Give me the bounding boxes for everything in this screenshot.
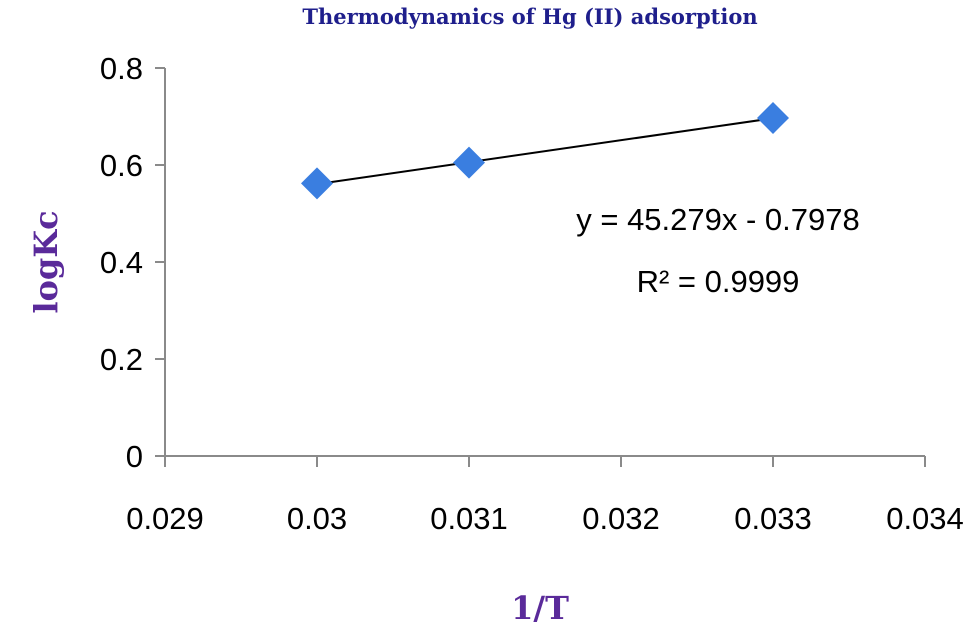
data-point-marker xyxy=(301,167,333,200)
x-axis-ticks: 0.029 0.03 0.031 0.032 0.033 0.034 xyxy=(126,456,964,536)
y-tick-label: 0.2 xyxy=(100,342,143,377)
y-tick-label: 0 xyxy=(126,439,143,474)
y-tick-label: 0.8 xyxy=(100,51,143,86)
x-tick-label: 0.031 xyxy=(430,501,508,536)
x-tick-label: 0.033 xyxy=(734,501,812,536)
y-tick-label: 0.4 xyxy=(100,245,143,280)
trendline-segment xyxy=(316,117,774,186)
data-point-marker xyxy=(453,146,485,179)
y-axis-ticks: 0 0.2 0.4 0.6 0.8 xyxy=(100,51,165,474)
equation-label: y = 45.279x - 0.7978 xyxy=(576,202,860,237)
y-tick-label: 0.6 xyxy=(100,148,143,183)
data-points xyxy=(301,101,789,200)
x-tick-label: 0.034 xyxy=(886,501,964,536)
x-tick-label: 0.032 xyxy=(582,501,660,536)
y-axis-title: logKc xyxy=(27,210,65,313)
x-tick-label: 0.03 xyxy=(287,501,347,536)
x-axis-title: 1/T xyxy=(511,589,569,627)
trendline xyxy=(316,117,774,186)
chart-title: Thermodynamics of Hg (II) adsorption xyxy=(302,4,757,29)
data-point-marker xyxy=(757,101,789,134)
x-tick-label: 0.029 xyxy=(126,501,204,536)
r-squared-label: R² = 0.9999 xyxy=(637,264,800,299)
